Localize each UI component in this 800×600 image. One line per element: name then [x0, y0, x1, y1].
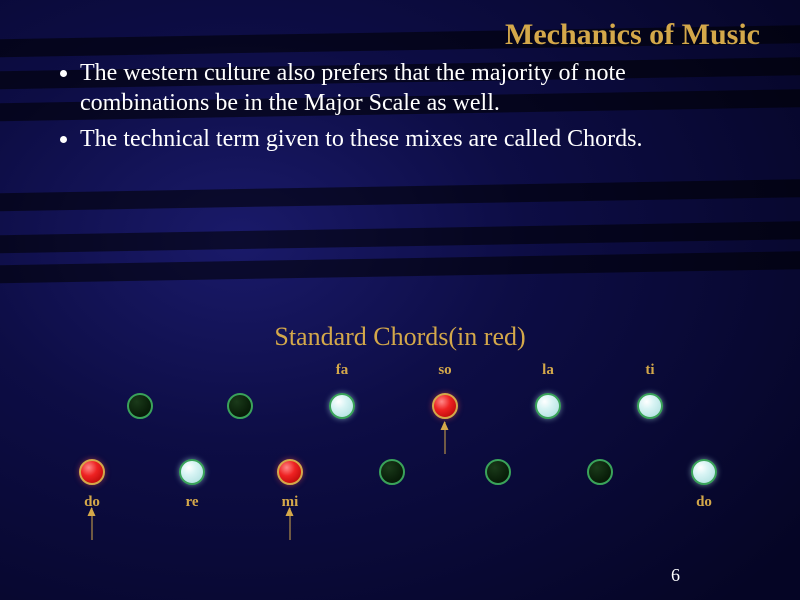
stripe [0, 178, 800, 217]
note-dot [535, 393, 561, 419]
note-dot [179, 459, 205, 485]
note-label: re [185, 494, 198, 511]
chart-subtitle: Standard Chords(in red) [0, 322, 800, 352]
note-dot [432, 393, 458, 419]
arrow-icon [92, 508, 93, 540]
note-label: so [438, 362, 451, 379]
arrow-icon [445, 422, 446, 454]
note-dot [329, 393, 355, 419]
page-number: 6 [671, 565, 680, 586]
stripe [0, 250, 800, 289]
arrow-icon [290, 508, 291, 540]
note-dot [485, 459, 511, 485]
page-title: Mechanics of Music [505, 18, 760, 52]
note-dot [587, 459, 613, 485]
note-label: do [696, 494, 712, 511]
note-label: ti [645, 362, 654, 379]
stripe [0, 220, 800, 259]
bullet-item: The technical term given to these mixes … [80, 124, 730, 154]
note-label: la [542, 362, 554, 379]
note-dot [637, 393, 663, 419]
note-dot [227, 393, 253, 419]
note-dot [79, 459, 105, 485]
note-dot [127, 393, 153, 419]
note-dot [379, 459, 405, 485]
bullet-item: The western culture also prefers that th… [80, 58, 730, 118]
note-label: fa [336, 362, 349, 379]
note-dot [691, 459, 717, 485]
bullet-list: The western culture also prefers that th… [80, 58, 730, 160]
note-dot [277, 459, 303, 485]
chord-chart: fasolatidoremido [0, 356, 800, 556]
